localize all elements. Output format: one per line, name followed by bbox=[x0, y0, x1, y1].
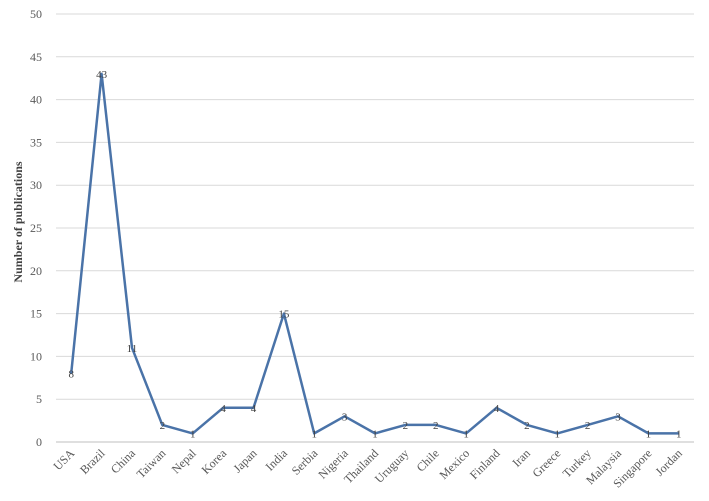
x-tick-label: Iran bbox=[509, 446, 533, 470]
data-label: 3 bbox=[615, 411, 621, 423]
series-line bbox=[69, 72, 679, 435]
data-label: 1 bbox=[311, 428, 317, 440]
data-label: 1 bbox=[463, 428, 469, 440]
x-tick-label: Jordan bbox=[652, 446, 685, 479]
x-tick-label: Brazil bbox=[77, 446, 108, 477]
data-label: 4 bbox=[220, 403, 226, 415]
x-tick-label: Korea bbox=[199, 446, 230, 477]
x-tick-label: Japan bbox=[230, 446, 259, 475]
x-tick-label: Taiwan bbox=[134, 446, 169, 481]
x-tick-label: India bbox=[263, 446, 291, 474]
y-tick-label: 30 bbox=[30, 178, 42, 192]
data-label: 4 bbox=[494, 403, 500, 415]
data-label: 1 bbox=[190, 428, 196, 440]
data-label: 2 bbox=[524, 420, 530, 432]
y-tick-label: 50 bbox=[30, 7, 42, 21]
data-label: 2 bbox=[160, 420, 166, 432]
data-label: 8 bbox=[68, 369, 74, 381]
data-label: 3 bbox=[342, 411, 348, 423]
y-tick-label: 0 bbox=[36, 435, 42, 449]
x-tick-label: Finland bbox=[467, 446, 503, 482]
data-label: 1 bbox=[555, 428, 561, 440]
y-tick-label: 35 bbox=[30, 135, 42, 149]
x-tick-label: Uruguay bbox=[372, 446, 412, 486]
x-tick-label: Greece bbox=[529, 446, 563, 480]
y-tick-label: 40 bbox=[30, 93, 42, 107]
y-axis-ticks: 0 5 10 15 20 25 30 35 40 45 50 bbox=[30, 7, 42, 449]
data-label: 2 bbox=[433, 420, 439, 432]
data-label: 15 bbox=[278, 309, 290, 321]
data-label: 43 bbox=[96, 69, 108, 81]
y-tick-label: 15 bbox=[30, 307, 42, 321]
y-tick-label: 20 bbox=[30, 264, 42, 278]
data-label: 2 bbox=[403, 420, 409, 432]
data-label: 2 bbox=[585, 420, 591, 432]
gridlines bbox=[56, 13, 694, 400]
y-axis-label: Number of publications bbox=[11, 161, 25, 282]
y-tick-label: 25 bbox=[30, 221, 42, 235]
x-tick-label: USA bbox=[50, 446, 77, 473]
y-tick-label: 10 bbox=[30, 349, 42, 363]
data-label: 1 bbox=[372, 428, 378, 440]
data-label: 1 bbox=[676, 428, 682, 440]
y-tick-label: 45 bbox=[30, 50, 42, 64]
data-label: 4 bbox=[251, 403, 257, 415]
data-label: 1 bbox=[646, 428, 652, 440]
data-label: 11 bbox=[127, 343, 138, 355]
x-tick-label: Nepal bbox=[169, 446, 200, 477]
y-tick-label: 5 bbox=[36, 392, 42, 406]
x-tick-label: Mexico bbox=[436, 446, 472, 482]
